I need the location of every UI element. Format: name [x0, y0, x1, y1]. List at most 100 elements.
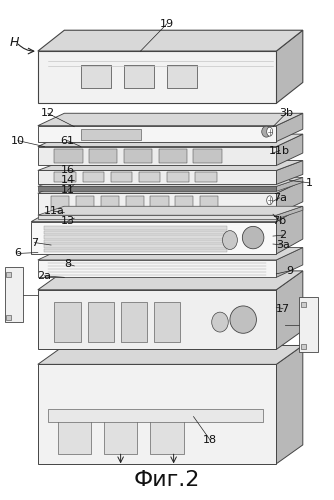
- Bar: [44, 240, 227, 243]
- Ellipse shape: [230, 306, 257, 334]
- Bar: [44, 230, 227, 234]
- Bar: [51, 196, 69, 211]
- Bar: [139, 172, 160, 182]
- Text: 7: 7: [31, 238, 38, 248]
- Polygon shape: [38, 178, 303, 186]
- Polygon shape: [276, 181, 303, 214]
- Polygon shape: [38, 186, 276, 192]
- Polygon shape: [276, 134, 303, 166]
- Bar: [150, 196, 169, 211]
- Polygon shape: [38, 364, 276, 464]
- Text: H: H: [10, 36, 19, 49]
- Polygon shape: [38, 248, 303, 260]
- Text: 11b: 11b: [269, 146, 290, 156]
- Bar: [44, 244, 227, 248]
- Bar: [6, 314, 11, 320]
- Polygon shape: [276, 30, 303, 104]
- Bar: [44, 235, 227, 238]
- Bar: [111, 172, 132, 182]
- Bar: [81, 64, 111, 88]
- Text: 1: 1: [306, 178, 313, 188]
- Text: 7a: 7a: [273, 193, 287, 203]
- Polygon shape: [276, 178, 303, 192]
- Bar: [124, 64, 154, 88]
- Polygon shape: [38, 114, 303, 126]
- Polygon shape: [276, 160, 303, 184]
- Text: 3a: 3a: [276, 240, 290, 250]
- Text: 3b: 3b: [279, 108, 293, 118]
- Text: 7b: 7b: [273, 216, 287, 226]
- Bar: [88, 302, 114, 342]
- Bar: [101, 196, 119, 211]
- Text: 11: 11: [61, 186, 74, 196]
- Bar: [76, 196, 94, 211]
- Polygon shape: [38, 126, 276, 142]
- Polygon shape: [38, 30, 303, 51]
- Bar: [81, 128, 141, 140]
- Text: 10: 10: [11, 136, 25, 145]
- Bar: [200, 196, 218, 211]
- Bar: [58, 414, 91, 454]
- Bar: [89, 149, 117, 163]
- Bar: [167, 64, 197, 88]
- Bar: [121, 302, 147, 342]
- Text: 19: 19: [160, 19, 174, 29]
- Polygon shape: [38, 160, 303, 170]
- Polygon shape: [38, 260, 276, 278]
- Bar: [193, 149, 222, 163]
- Polygon shape: [38, 194, 276, 214]
- Polygon shape: [38, 290, 276, 350]
- Ellipse shape: [262, 126, 271, 137]
- Text: 6: 6: [14, 248, 21, 258]
- Text: 18: 18: [203, 435, 217, 445]
- Circle shape: [267, 127, 273, 136]
- Circle shape: [267, 196, 273, 205]
- Ellipse shape: [242, 226, 264, 249]
- Bar: [124, 149, 152, 163]
- Polygon shape: [276, 248, 303, 278]
- Text: 8: 8: [64, 259, 71, 269]
- Bar: [44, 226, 227, 230]
- Bar: [154, 302, 180, 342]
- Ellipse shape: [212, 312, 228, 332]
- Bar: [175, 196, 193, 211]
- Polygon shape: [276, 206, 303, 254]
- Polygon shape: [38, 170, 276, 184]
- Bar: [301, 344, 306, 350]
- Polygon shape: [31, 206, 303, 222]
- Bar: [6, 272, 11, 278]
- Bar: [54, 302, 81, 342]
- Bar: [48, 409, 263, 422]
- Text: 14: 14: [60, 176, 75, 186]
- Polygon shape: [38, 51, 276, 104]
- Text: 13: 13: [61, 216, 74, 226]
- Bar: [54, 172, 76, 182]
- Bar: [167, 172, 188, 182]
- Bar: [54, 149, 82, 163]
- Polygon shape: [276, 206, 303, 219]
- Text: 2: 2: [279, 230, 287, 240]
- Text: 12: 12: [41, 108, 55, 118]
- Polygon shape: [38, 134, 303, 146]
- Polygon shape: [31, 222, 276, 254]
- Bar: [104, 414, 137, 454]
- Polygon shape: [38, 146, 276, 166]
- Polygon shape: [38, 215, 276, 219]
- Polygon shape: [38, 181, 303, 194]
- Bar: [195, 172, 217, 182]
- Bar: [150, 414, 184, 454]
- Polygon shape: [38, 271, 303, 290]
- FancyBboxPatch shape: [300, 297, 318, 352]
- Bar: [82, 172, 104, 182]
- Bar: [159, 149, 187, 163]
- Text: 9: 9: [286, 266, 293, 276]
- Polygon shape: [276, 271, 303, 349]
- Text: 11a: 11a: [44, 206, 65, 216]
- Polygon shape: [276, 346, 303, 464]
- Ellipse shape: [222, 230, 237, 250]
- Bar: [44, 248, 227, 252]
- Text: 17: 17: [276, 304, 290, 314]
- Polygon shape: [38, 346, 303, 364]
- FancyBboxPatch shape: [5, 268, 23, 322]
- Polygon shape: [276, 114, 303, 141]
